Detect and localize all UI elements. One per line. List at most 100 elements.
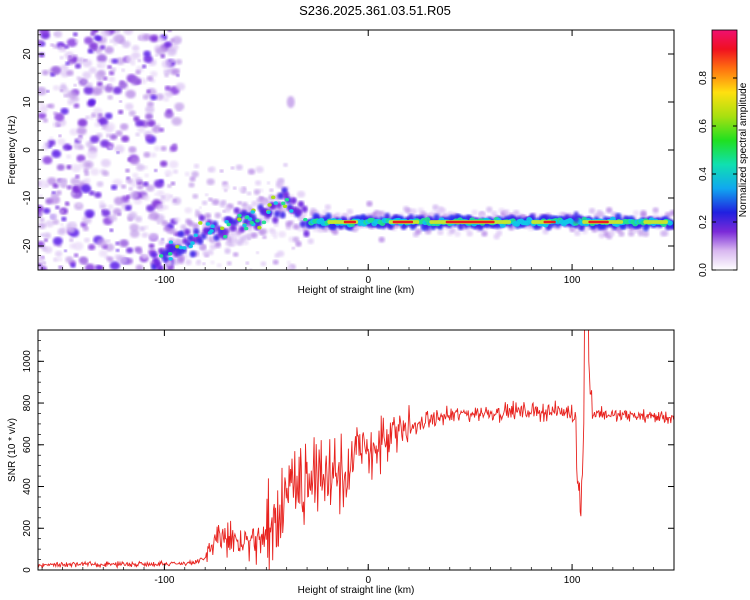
heatmap-cell (292, 223, 300, 230)
heatmap-cell (226, 236, 234, 243)
heatmap-cell (286, 96, 295, 108)
spectrogram-x-label: Height of straight line (km) (298, 285, 415, 296)
heatmap-cell (222, 184, 230, 191)
heatmap-cell (662, 230, 669, 237)
heatmap-cell (104, 112, 113, 120)
heatmap-cell (445, 220, 495, 224)
heatmap-cell (242, 223, 247, 228)
heatmap-cell (257, 225, 262, 230)
heatmap-cell (130, 61, 136, 66)
heatmap-cell (96, 238, 108, 248)
heatmap-cell (503, 209, 510, 216)
heatmap-cell (82, 59, 93, 68)
heatmap-cell (146, 89, 151, 94)
heatmap-cell (66, 164, 72, 170)
heatmap-cell (76, 154, 86, 163)
heatmap-cell (42, 155, 53, 165)
heatmap-cell (598, 232, 606, 239)
chart-title: S236.2025.361.03.51.R05 (299, 3, 451, 18)
heatmap-cell (117, 212, 122, 216)
heatmap-cell (172, 169, 179, 174)
heatmap-cell (85, 115, 90, 120)
heatmap-cell (289, 209, 294, 213)
heatmap-cell (70, 221, 77, 227)
heatmap-cell (167, 30, 172, 33)
heatmap-cell (216, 263, 222, 268)
heatmap-cell (116, 151, 120, 154)
heatmap-cell (151, 287, 157, 293)
colorbar-gradient (711, 29, 738, 271)
heatmap-cell (74, 39, 79, 44)
heatmap-cell (189, 250, 196, 258)
heatmap-cell (107, 145, 114, 150)
heatmap-cell (110, 184, 118, 191)
heatmap-cell (301, 205, 308, 213)
heatmap-cell (146, 184, 155, 192)
heatmap-cell (378, 210, 385, 217)
heatmap-cell (198, 221, 203, 225)
heatmap-cell (60, 223, 64, 226)
heatmap-cell (119, 100, 123, 103)
heatmap-cell (108, 214, 118, 222)
y-tick-label: 600 (22, 436, 33, 453)
heatmap-cell (249, 220, 254, 225)
heatmap-cell (141, 64, 147, 69)
heatmap-cell (133, 197, 143, 205)
heatmap-cell (60, 210, 64, 213)
heatmap-cell (277, 230, 287, 238)
heatmap-cell (143, 50, 151, 57)
heatmap-cell (290, 214, 294, 217)
heatmap-cell (214, 212, 221, 219)
heatmap-cell (38, 204, 44, 213)
heatmap-cell (201, 200, 208, 206)
heatmap-cell (88, 98, 96, 105)
heatmap-cell (251, 200, 258, 207)
heatmap-cell (137, 250, 143, 255)
heatmap-cell (214, 242, 221, 249)
heatmap-cell (232, 186, 237, 190)
heatmap-cell (108, 83, 113, 87)
heatmap-cell (104, 46, 114, 54)
heatmap-cell (366, 200, 373, 207)
heatmap-cell (46, 90, 50, 93)
heatmap-cell (99, 45, 106, 50)
heatmap-cell (170, 181, 176, 186)
heatmap-cell (392, 220, 414, 224)
heatmap-cell (145, 113, 154, 120)
heatmap-cell (307, 238, 314, 245)
heatmap-cell (129, 156, 140, 166)
heatmap-cell (38, 105, 48, 114)
heatmap-cell (64, 201, 70, 206)
heatmap-cell (74, 54, 78, 58)
heatmap-cell (224, 247, 231, 254)
heatmap-cell (627, 230, 635, 237)
heatmap-cell (142, 94, 150, 100)
heatmap-cell (178, 230, 185, 238)
heatmap-cell (115, 248, 120, 252)
heatmap-cell (157, 221, 161, 225)
heatmap-cell (82, 79, 87, 84)
heatmap-cell (156, 203, 165, 211)
heatmap-cell (107, 65, 112, 70)
heatmap-cell (88, 42, 99, 50)
heatmap-cell (66, 38, 78, 47)
x-tick-label: -100 (154, 575, 174, 586)
heatmap-cell (273, 222, 279, 227)
heatmap-cell (158, 239, 165, 246)
heatmap-cell (66, 154, 72, 159)
heatmap-cell (147, 101, 154, 108)
heatmap-cell (478, 212, 486, 219)
heatmap-cell (98, 117, 109, 126)
heatmap-cell (155, 54, 159, 57)
heatmap-cell (38, 112, 47, 120)
heatmap-cell (256, 251, 259, 254)
heatmap-cell (42, 261, 47, 265)
heatmap-cell (158, 254, 164, 258)
heatmap-cell (193, 233, 199, 238)
heatmap-cell (137, 126, 146, 134)
heatmap-cell (598, 212, 606, 219)
heatmap-cell (237, 213, 242, 218)
heatmap-cell (94, 191, 102, 198)
heatmap-cell (146, 75, 154, 82)
heatmap-cell (162, 193, 172, 202)
